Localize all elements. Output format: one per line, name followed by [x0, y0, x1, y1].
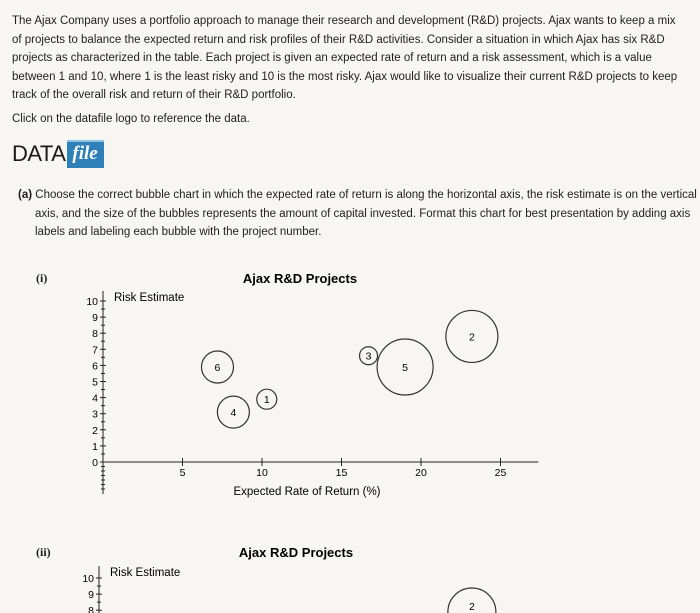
chart-i-x-tick-label: 5	[180, 467, 186, 479]
chart-i-bubble	[200, 350, 235, 384]
chart-i-y-tick-label: 7	[92, 344, 98, 356]
datafile-logo-data-word: DATA	[12, 141, 66, 166]
chart-i-y-tick-label: 5	[92, 377, 98, 389]
chart-i-y-tick-label: 10	[86, 296, 98, 308]
chart-i-bubble	[376, 338, 434, 396]
chart-i-bubble-label: 5	[402, 362, 408, 374]
intro-paragraph: The Ajax Company uses a portfolio approa…	[12, 15, 678, 102]
part-a-text: Choose the correct bubble chart in which…	[35, 189, 697, 238]
chart-i-bubble-label: 6	[215, 362, 221, 374]
chart-ii-y-tick-label: 10	[82, 573, 94, 585]
chart-i-x-tick-label: 15	[336, 467, 348, 479]
chart-i-y-tick-label: 6	[92, 360, 98, 372]
chart-i-bubble	[216, 395, 250, 429]
chart-ii-y-tick-label: 9	[88, 589, 94, 601]
chart-ii-y-tick-label: 8	[88, 605, 94, 613]
part-a-question: (a) Choose the correct bubble chart in w…	[18, 186, 700, 242]
chart-i-bubble	[256, 388, 278, 410]
chart-i-bubble-label: 1	[264, 394, 270, 406]
chart-i-y-tick-label: 9	[92, 312, 98, 324]
chart-i-title: Ajax R&D Projects	[243, 271, 357, 286]
option-ii-label[interactable]: (ii)	[36, 545, 51, 559]
chart-i-x-tick-label: 10	[256, 467, 268, 479]
chart-i-bubble-label: 2	[469, 331, 475, 343]
chart-ii-bubble-label: 2	[469, 601, 475, 613]
part-a-label: (a)	[18, 189, 33, 201]
chart-i-bubble	[358, 346, 379, 366]
datafile-instruction: Click on the datafile logo to reference …	[12, 113, 250, 125]
chart-ii-bubble	[447, 587, 497, 613]
option-i-label[interactable]: (i)	[36, 271, 48, 285]
chart-i-xlabel: Expected Rate of Return (%)	[233, 486, 380, 498]
datafile-logo-file-word: file	[67, 140, 104, 168]
chart-i-y-tick-label: 4	[92, 393, 98, 405]
chart-i-y-tick-label: 8	[92, 328, 98, 340]
chart-i-bubble-label: 4	[230, 407, 236, 419]
chart-i-y-tick-label: 1	[92, 441, 98, 453]
chart-i-y-tick-label: 3	[92, 409, 98, 421]
chart-i-ylabel: Risk Estimate	[114, 292, 184, 304]
chart-i-x-tick-label: 25	[495, 467, 507, 479]
chart-i-bubble-label: 3	[366, 351, 372, 363]
chart-i-bubble	[445, 309, 499, 364]
chart-i-y-tick-label: 2	[92, 425, 98, 437]
chart-i-x-tick-label: 20	[415, 467, 427, 479]
chart-i-y-tick-label: 0	[92, 457, 98, 469]
datafile-logo-button[interactable]: DATA file	[12, 139, 104, 169]
chart-ii-ylabel: Risk Estimate	[110, 567, 180, 579]
chart-ii-title: Ajax R&D Projects	[239, 545, 353, 560]
